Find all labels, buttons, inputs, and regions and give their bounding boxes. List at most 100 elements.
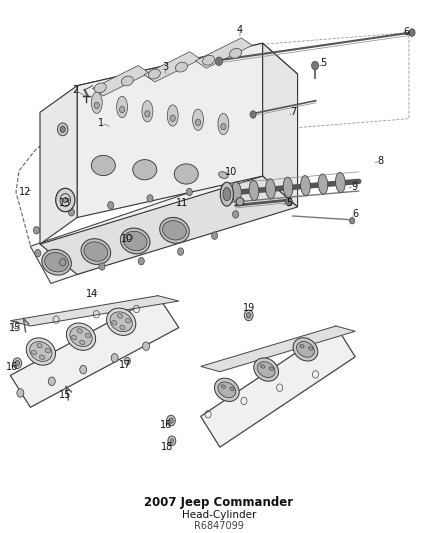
Ellipse shape (77, 329, 82, 333)
Text: 2007 Jeep Commander: 2007 Jeep Commander (145, 497, 293, 510)
Circle shape (60, 259, 66, 266)
Text: 4: 4 (237, 25, 243, 35)
Circle shape (244, 310, 253, 321)
Ellipse shape (123, 231, 147, 251)
Circle shape (33, 227, 39, 234)
Ellipse shape (193, 109, 204, 131)
Text: 8: 8 (378, 156, 384, 166)
Ellipse shape (195, 119, 201, 126)
Circle shape (108, 201, 114, 209)
Ellipse shape (80, 340, 85, 345)
Text: 7: 7 (290, 107, 297, 117)
Circle shape (138, 257, 145, 265)
Circle shape (99, 263, 105, 270)
Polygon shape (40, 176, 297, 274)
Text: 15: 15 (59, 390, 71, 400)
Text: 13: 13 (59, 198, 71, 208)
Circle shape (166, 415, 175, 426)
Text: 1: 1 (98, 118, 104, 128)
Ellipse shape (70, 327, 92, 346)
Circle shape (226, 188, 232, 196)
Ellipse shape (236, 198, 244, 206)
Ellipse shape (121, 76, 133, 86)
Polygon shape (77, 43, 297, 117)
Circle shape (68, 208, 74, 216)
Circle shape (56, 188, 75, 212)
Ellipse shape (117, 96, 127, 118)
Circle shape (80, 365, 87, 374)
Text: Head-Cylinder: Head-Cylinder (182, 510, 256, 520)
Ellipse shape (142, 101, 153, 122)
Circle shape (15, 360, 19, 366)
Ellipse shape (202, 55, 215, 65)
Ellipse shape (67, 323, 95, 350)
Circle shape (247, 313, 251, 318)
Ellipse shape (91, 156, 115, 175)
Ellipse shape (30, 342, 52, 361)
Circle shape (286, 197, 292, 206)
Ellipse shape (145, 111, 150, 117)
Ellipse shape (175, 62, 187, 72)
Ellipse shape (39, 355, 45, 359)
Ellipse shape (308, 347, 313, 350)
Text: 19: 19 (243, 303, 255, 313)
Ellipse shape (223, 188, 231, 201)
Circle shape (350, 217, 355, 224)
Ellipse shape (167, 105, 178, 126)
Text: 5: 5 (321, 59, 327, 68)
Circle shape (111, 353, 118, 362)
Polygon shape (40, 86, 77, 244)
Text: 6: 6 (352, 209, 358, 220)
Text: 18: 18 (160, 442, 173, 452)
Ellipse shape (266, 179, 276, 199)
Polygon shape (30, 182, 240, 284)
Ellipse shape (85, 334, 91, 338)
Polygon shape (77, 43, 263, 217)
Ellipse shape (117, 314, 123, 318)
Ellipse shape (221, 124, 226, 130)
Ellipse shape (133, 159, 157, 180)
Text: 9: 9 (351, 182, 357, 192)
Ellipse shape (336, 172, 345, 192)
Ellipse shape (71, 335, 77, 340)
Ellipse shape (220, 182, 233, 206)
Ellipse shape (81, 239, 111, 264)
Circle shape (168, 436, 176, 446)
Circle shape (48, 377, 55, 385)
Circle shape (177, 248, 184, 255)
Ellipse shape (230, 387, 234, 391)
Ellipse shape (269, 367, 273, 370)
Ellipse shape (215, 378, 239, 401)
Polygon shape (11, 296, 179, 326)
Circle shape (186, 188, 192, 196)
Circle shape (215, 57, 223, 66)
Ellipse shape (148, 69, 160, 79)
Ellipse shape (254, 358, 279, 381)
Ellipse shape (45, 253, 68, 272)
Ellipse shape (300, 175, 310, 196)
Text: 17: 17 (119, 360, 131, 370)
Text: 15: 15 (8, 322, 21, 333)
Circle shape (409, 29, 415, 36)
Ellipse shape (218, 382, 236, 398)
Text: 10: 10 (225, 167, 237, 177)
Text: 2: 2 (72, 85, 78, 95)
Ellipse shape (37, 344, 42, 348)
Circle shape (169, 418, 173, 423)
Circle shape (13, 358, 21, 368)
Ellipse shape (297, 342, 314, 357)
Circle shape (63, 197, 67, 203)
Text: R6847099: R6847099 (194, 521, 244, 531)
Polygon shape (11, 296, 179, 407)
Circle shape (124, 357, 131, 365)
Circle shape (212, 232, 218, 239)
Ellipse shape (261, 365, 265, 368)
Polygon shape (263, 43, 297, 207)
Text: 11: 11 (176, 198, 188, 208)
Ellipse shape (318, 174, 328, 194)
Polygon shape (201, 326, 355, 372)
Circle shape (311, 61, 318, 70)
Ellipse shape (45, 348, 50, 353)
Circle shape (233, 211, 239, 218)
Text: 10: 10 (121, 234, 134, 244)
